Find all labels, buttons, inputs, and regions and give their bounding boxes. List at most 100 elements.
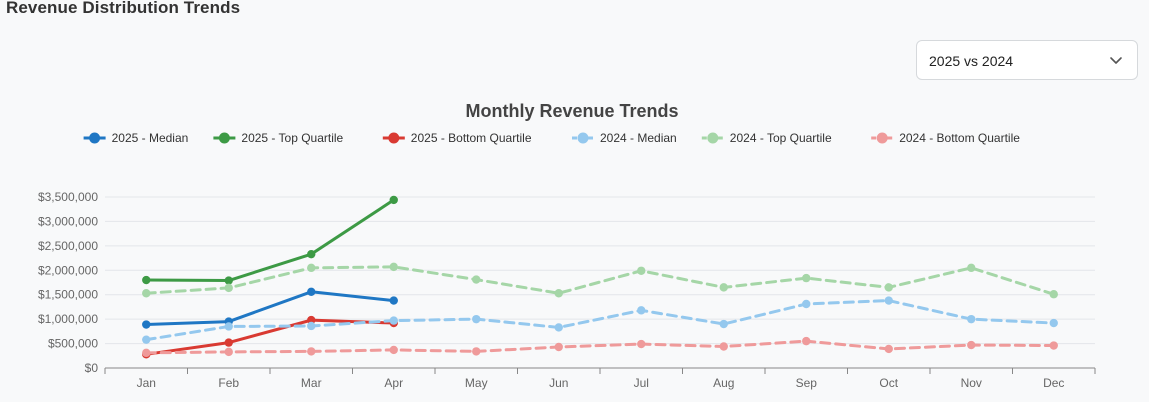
chart-title: Monthly Revenue Trends xyxy=(465,101,678,121)
data-point[interactable] xyxy=(554,323,563,332)
data-point[interactable] xyxy=(802,336,811,346)
data-point[interactable] xyxy=(802,299,811,309)
data-point[interactable] xyxy=(637,266,646,275)
series-5 xyxy=(142,336,1058,358)
data-point[interactable] xyxy=(389,195,398,205)
comparison-select-value: 2025 vs 2024 xyxy=(929,53,1014,69)
series-line xyxy=(144,318,396,356)
data-point[interactable] xyxy=(802,273,811,283)
data-point[interactable] xyxy=(884,283,893,292)
data-point[interactable] xyxy=(142,335,151,344)
series-line xyxy=(144,198,396,283)
x-axis: Jan Feb Mar Apr May Jun Jul Aug Sep Oct Nov Dec xyxy=(104,368,1096,390)
x-tick-label: Nov xyxy=(961,376,982,390)
data-point[interactable] xyxy=(967,340,976,350)
x-tick-label: Dec xyxy=(1043,376,1064,390)
chart-legend: 2025 - Median 2025 - Top Quartile 2025 - B… xyxy=(83,131,1020,145)
y-tick-label: $1,000,000 xyxy=(38,312,98,326)
data-point[interactable] xyxy=(884,344,893,354)
data-point[interactable] xyxy=(142,320,151,329)
data-point[interactable] xyxy=(554,342,563,352)
legend-label: 2024 - Top Quartile xyxy=(730,131,832,145)
data-point[interactable] xyxy=(307,347,316,356)
data-point[interactable] xyxy=(142,275,151,285)
y-axis: $0 $500,000 $1,000,000 $1,500,000 $2,000,000… xyxy=(38,190,98,375)
x-tick-label: Oct xyxy=(879,376,898,390)
legend-item[interactable]: 2024 - Bottom Quartile xyxy=(871,131,1020,145)
comparison-select[interactable]: 2025 vs 2024 xyxy=(916,40,1138,80)
chevron-down-icon xyxy=(1110,57,1122,64)
legend-label: 2025 - Top Quartile xyxy=(241,131,343,145)
data-point[interactable] xyxy=(719,342,728,351)
x-tick-label: Aug xyxy=(713,376,734,390)
y-tick-label: $2,000,000 xyxy=(38,263,98,277)
data-point[interactable] xyxy=(307,321,316,331)
data-point[interactable] xyxy=(554,289,563,298)
data-point[interactable] xyxy=(307,249,316,259)
page-title: Revenue Distribution Trends xyxy=(6,0,241,17)
legend-swatch-marker xyxy=(89,132,101,144)
legend-item[interactable]: 2025 - Bottom Quartile xyxy=(382,131,532,145)
legend-swatch-marker xyxy=(707,132,719,144)
data-point[interactable] xyxy=(472,347,481,356)
data-point[interactable] xyxy=(389,345,398,355)
data-point[interactable] xyxy=(224,322,233,331)
x-tick-label: May xyxy=(465,376,488,390)
legend-item[interactable]: 2025 - Median xyxy=(83,131,189,145)
data-point[interactable] xyxy=(224,283,233,293)
series-line xyxy=(144,290,396,327)
chart-series xyxy=(142,195,1058,359)
series-line xyxy=(144,299,1056,342)
legend-item[interactable]: 2024 - Median xyxy=(572,131,677,145)
data-point[interactable] xyxy=(389,316,398,325)
data-point[interactable] xyxy=(142,289,151,298)
data-point[interactable] xyxy=(472,275,481,284)
data-point[interactable] xyxy=(637,306,646,315)
x-tick-label: Jan xyxy=(137,376,156,390)
legend-label: 2024 - Median xyxy=(600,131,677,145)
data-point[interactable] xyxy=(1049,318,1058,328)
legend-item[interactable]: 2024 - Top Quartile xyxy=(701,131,832,145)
y-tick-label: $500,000 xyxy=(48,337,98,351)
y-tick-label: $3,500,000 xyxy=(38,190,98,204)
legend-item[interactable]: 2025 - Top Quartile xyxy=(213,131,344,145)
series-line xyxy=(144,265,1056,296)
data-point[interactable] xyxy=(307,287,316,296)
data-point[interactable] xyxy=(224,347,233,357)
series-4 xyxy=(142,262,1058,299)
data-point[interactable] xyxy=(719,283,728,292)
data-point[interactable] xyxy=(224,338,233,347)
data-point[interactable] xyxy=(389,296,398,305)
data-point[interactable] xyxy=(1049,341,1058,350)
y-tick-label: $0 xyxy=(85,361,99,375)
legend-swatch-marker xyxy=(218,132,230,144)
y-tick-label: $3,000,000 xyxy=(38,214,98,228)
y-tick-label: $2,500,000 xyxy=(38,239,98,253)
data-point[interactable] xyxy=(967,314,976,324)
data-point[interactable] xyxy=(307,315,316,325)
x-tick-label: Jun xyxy=(549,376,568,390)
data-point[interactable] xyxy=(142,348,151,358)
legend-label: 2025 - Bottom Quartile xyxy=(411,131,532,145)
data-point[interactable] xyxy=(307,263,316,273)
legend-label: 2025 - Median xyxy=(112,131,189,145)
data-point[interactable] xyxy=(719,319,728,329)
legend-swatch-marker xyxy=(876,132,888,144)
data-point[interactable] xyxy=(967,263,976,273)
series-line xyxy=(144,339,1056,355)
x-tick-label: Feb xyxy=(218,376,239,390)
data-point[interactable] xyxy=(389,262,398,272)
legend-label: 2024 - Bottom Quartile xyxy=(899,131,1020,145)
data-point[interactable] xyxy=(472,314,481,324)
legend-swatch-marker xyxy=(388,132,400,144)
data-point[interactable] xyxy=(884,296,893,305)
data-point[interactable] xyxy=(637,339,646,349)
x-tick-label: Jul xyxy=(634,376,649,390)
series-1 xyxy=(142,195,398,285)
x-tick-label: Mar xyxy=(301,376,322,390)
y-tick-label: $1,500,000 xyxy=(38,288,98,302)
x-tick-label: Sep xyxy=(796,376,818,390)
data-point[interactable] xyxy=(1049,290,1058,299)
data-point[interactable] xyxy=(224,276,233,285)
